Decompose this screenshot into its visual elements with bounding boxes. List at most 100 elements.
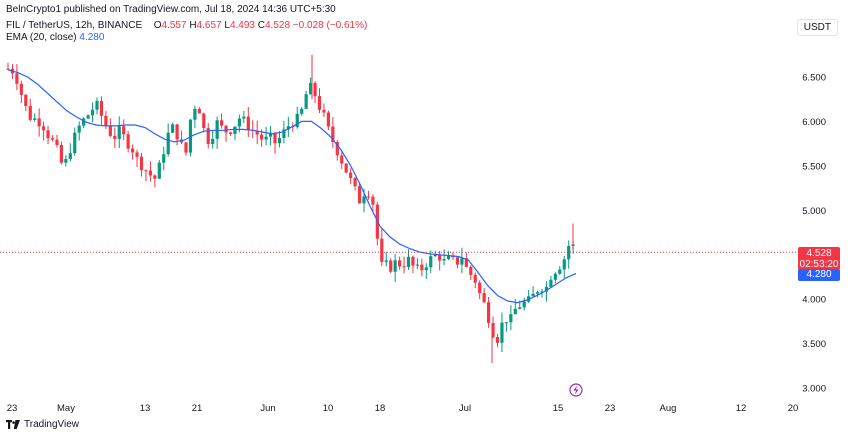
candle-body (460, 258, 464, 265)
x-tick-label: 23 (7, 403, 18, 414)
candle-body (268, 132, 273, 137)
candle-body (24, 94, 28, 106)
candle-body (86, 115, 90, 119)
ema-line (7, 69, 577, 304)
candle-body (237, 118, 241, 127)
open-value: 4.557 (161, 20, 187, 31)
candle-body (55, 139, 59, 146)
candle-body (473, 274, 477, 283)
attribution-text: BelnCrypto1 published on TradingView.com… (6, 4, 336, 15)
candle-body (317, 96, 322, 110)
candle-body (513, 308, 517, 315)
candle-body (424, 267, 428, 271)
candle-body (113, 135, 117, 139)
time-axis[interactable]: 23 May 13 21 Jun 10 18 Jul 15 23 Aug 12 20 (7, 403, 799, 414)
candle-body (175, 124, 179, 140)
candle-body (126, 134, 130, 149)
candle-body (411, 256, 415, 266)
tradingview-brand: TradingView (24, 419, 80, 430)
close-value: 4.528 (264, 20, 291, 31)
candle-body (242, 116, 246, 119)
x-tick-label: 21 (192, 403, 203, 414)
candle-body (33, 118, 37, 120)
candle-body (491, 322, 495, 338)
candle-body (531, 293, 535, 297)
symbol-label[interactable]: FIL / TetherUS, 12h, BINANCE (6, 20, 143, 31)
candle-body (344, 163, 348, 173)
candle-body (366, 196, 371, 198)
candle-body (535, 292, 540, 294)
candle-body (384, 260, 388, 262)
x-tick-label: 23 (605, 403, 616, 414)
candle-body (295, 113, 299, 128)
candle-body (197, 108, 201, 114)
candle-body (349, 172, 353, 179)
candle-body (64, 158, 68, 163)
candle-body (162, 154, 166, 163)
candle-body (500, 322, 504, 343)
candle-body (15, 73, 19, 84)
ema-legend: EMA (20, close) 4.280 (6, 32, 104, 44)
candle-body (309, 83, 313, 95)
x-tick-label: May (57, 403, 75, 414)
candle-body (68, 153, 72, 159)
candle-body (357, 186, 362, 204)
candle-body (518, 307, 522, 309)
candle-body (255, 130, 259, 135)
candle-body (442, 259, 446, 261)
candle-body (478, 282, 482, 294)
candle-body (362, 196, 366, 204)
candle-body (304, 94, 308, 109)
x-tick-label: Aug (660, 403, 677, 414)
candle-body (371, 196, 375, 205)
candle-body (446, 255, 451, 260)
candle-body (77, 125, 81, 133)
candle-body (264, 136, 268, 140)
x-tick-label: 18 (375, 403, 386, 414)
candle-body (353, 178, 357, 187)
candle-body (166, 132, 170, 155)
x-tick-label: Jul (459, 403, 471, 414)
candle-body (562, 259, 566, 270)
currency-label[interactable]: USDT (796, 19, 838, 36)
flash-icon[interactable] (569, 383, 583, 397)
candle-body (73, 132, 77, 154)
y-tick-label: 6.000 (802, 117, 826, 128)
candle-body (206, 128, 210, 144)
candle-body (19, 83, 23, 95)
x-tick-label: 10 (323, 403, 334, 414)
candle-body (487, 302, 491, 323)
candle-body (104, 115, 108, 127)
candle-body (233, 126, 237, 134)
ema-label[interactable]: EMA (20, close) (6, 32, 77, 43)
candle-body (42, 126, 46, 131)
candle-body (495, 337, 500, 343)
last-price-tag: 4.528 02:53:20 (798, 247, 840, 270)
y-tick-label: 5.500 (802, 161, 826, 172)
candle-body (567, 245, 571, 260)
candle-body (398, 260, 402, 267)
tradingview-logo[interactable]: TradingView (6, 419, 79, 430)
x-tick-label: 20 (788, 403, 799, 414)
y-tick-label: 4.000 (802, 295, 826, 306)
candle-body (260, 134, 264, 140)
y-tick-label: 3.000 (802, 384, 826, 395)
candle-body (549, 279, 553, 287)
candle-body (6, 68, 10, 70)
candle-body (389, 260, 393, 272)
candle-body (59, 145, 63, 163)
candle-body (415, 264, 419, 266)
candle-body (482, 293, 486, 303)
candle-body (438, 254, 442, 261)
candle-body (202, 113, 206, 129)
candle-body (246, 116, 250, 130)
candle-body (153, 175, 157, 179)
low-value: 4.493 (229, 20, 255, 31)
candle-body (469, 266, 473, 275)
candle-body (211, 138, 215, 144)
candle-body (82, 118, 86, 126)
candle-body (282, 129, 286, 138)
